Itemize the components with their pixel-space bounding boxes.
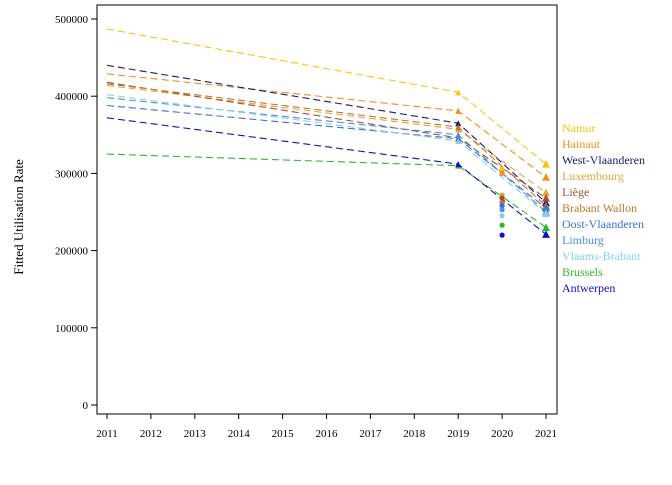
y-tick-label: 500000: [55, 14, 89, 26]
series-points: [455, 89, 550, 238]
series-line: [106, 73, 547, 178]
x-tick-label: 2015: [272, 428, 295, 440]
point-2019: [455, 131, 462, 138]
point-2019: [455, 89, 462, 96]
x-tick-label: 2019: [447, 428, 470, 440]
y-tick-label: 0: [83, 400, 89, 412]
series-line: [106, 153, 547, 228]
legend-entry: Luxembourg: [562, 169, 624, 183]
x-tick-label: 2018: [403, 428, 426, 440]
x-tick-label: 2016: [316, 428, 339, 440]
point-2021: [542, 230, 550, 238]
point-2020: [499, 170, 505, 176]
legend-entry: Vlaams-Brabant: [562, 249, 641, 263]
point-2019: [455, 107, 462, 114]
point-2021: [542, 194, 550, 202]
point-2020: [499, 203, 505, 209]
point-2021: [542, 173, 550, 181]
point-2019: [455, 120, 462, 127]
point-2020: [499, 232, 505, 238]
y-tick-label: 200000: [55, 246, 89, 258]
x-tick-label: 2011: [96, 428, 118, 440]
x-tick-label: 2017: [359, 428, 382, 440]
point-2020: [499, 207, 505, 213]
legend-entry: Oost-Vlaanderen: [562, 217, 644, 231]
series-line: [106, 97, 547, 213]
point-2021: [542, 209, 550, 218]
y-axis-title: Fitted Utilisation Rate: [11, 159, 26, 275]
legend: Namur Hainaut West-Vlaanderen Luxembourg Liè…: [562, 121, 645, 295]
legend-entry: Hainaut: [562, 137, 601, 151]
legend-entry: West-Vlaanderen: [562, 153, 645, 167]
series-lines: [106, 28, 547, 235]
series-line: [106, 64, 547, 204]
x-axis: 2011 2012 2013 2014 2015 2016 2017 2018 2019 2020…: [96, 414, 557, 440]
point-2020: [499, 166, 505, 173]
y-tick-label: 400000: [55, 91, 89, 103]
y-tick-label: 300000: [55, 168, 89, 180]
point-2021: [542, 223, 550, 231]
x-tick-label: 2020: [491, 428, 514, 440]
point-2019: [455, 124, 462, 131]
series-line: [106, 117, 547, 235]
y-axis: 0 100000 200000 300000 400000 500000: [55, 14, 98, 412]
plot-frame: [96, 4, 558, 415]
legend-entry: Limburg: [562, 233, 604, 247]
point-2021: [542, 188, 550, 197]
x-tick-label: 2013: [184, 428, 207, 440]
y-tick-label: 100000: [55, 323, 89, 335]
point-2020: [499, 222, 505, 228]
point-2021: [542, 204, 550, 212]
legend-entry: Brabant Wallon: [562, 201, 637, 215]
point-2019: [455, 161, 462, 168]
x-tick-label: 2012: [140, 428, 162, 440]
legend-entry: Namur: [562, 121, 595, 135]
legend-entry: Antwerpen: [562, 281, 615, 295]
point-2020: [499, 213, 505, 219]
x-tick-label: 2014: [228, 428, 251, 440]
point-2019: [455, 137, 462, 144]
point-2021: [542, 160, 550, 168]
point-2020: [499, 195, 505, 201]
x-tick-label: 2021: [535, 428, 557, 440]
legend-entry: Brussels: [562, 265, 603, 279]
legend-entry: Liège: [562, 185, 589, 199]
